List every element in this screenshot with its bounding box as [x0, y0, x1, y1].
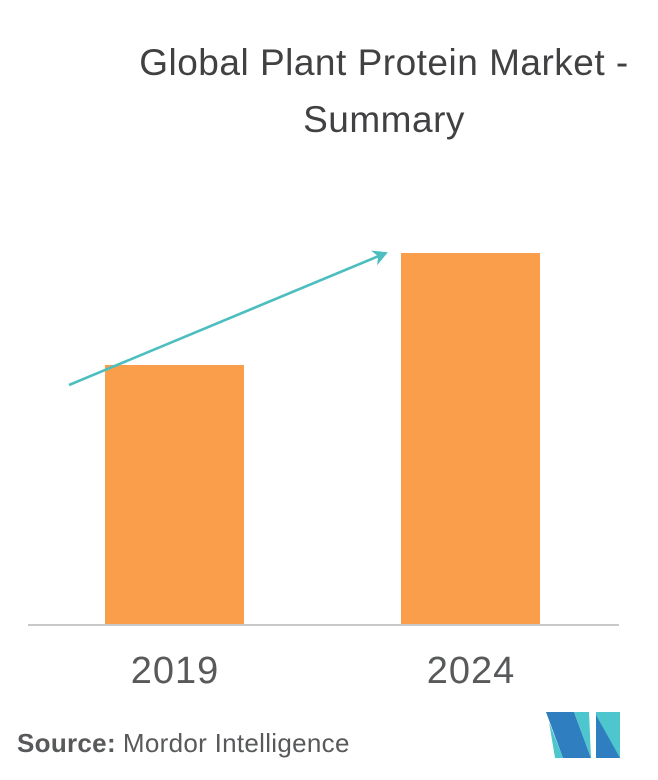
- logo-left-teal-sliver: [549, 722, 563, 758]
- chart-title-line1: Global Plant Protein Market -: [139, 42, 629, 83]
- x-tick-label-2019: 2019: [130, 650, 220, 692]
- x-tick-label-2024: 2024: [426, 650, 516, 692]
- bar-2019: [105, 365, 244, 624]
- mordor-intelligence-logo: [546, 712, 620, 758]
- source-name: Mordor Intelligence: [122, 728, 350, 758]
- chart-title: Global Plant Protein Market - Summary: [110, 34, 658, 148]
- logo-left-blue-band: [546, 712, 591, 758]
- source-line: Source: Mordor Intelligence: [17, 728, 350, 758]
- logo-right-blue-triangle: [596, 715, 620, 758]
- logo-left-teal-triangle: [574, 712, 591, 758]
- x-axis-line: [28, 624, 619, 626]
- source-label: Source:: [17, 728, 116, 758]
- bar-2024: [401, 253, 540, 624]
- chart-title-line2: Summary: [303, 99, 465, 140]
